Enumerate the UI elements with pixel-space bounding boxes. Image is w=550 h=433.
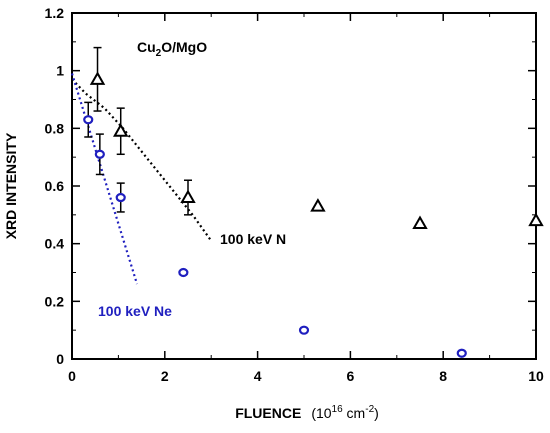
- error-bars: [84, 46, 192, 216]
- x-tick-label: 4: [254, 368, 262, 384]
- tick-labels: 0 2 4 6 8 10 0 0.2 0.4 0.6 0.8 1 1.2: [45, 5, 544, 384]
- x-tick-label: 6: [347, 368, 355, 384]
- fit-line-1: [70, 73, 139, 285]
- y-tick-label: 0.6: [45, 178, 65, 194]
- x-tick-label: 0: [68, 368, 76, 384]
- series-label-n: 100 keV N: [220, 231, 286, 247]
- data-point-circle: [298, 325, 310, 335]
- x-tick-label: 10: [528, 368, 544, 384]
- data-point-triangle: [112, 123, 129, 137]
- y-tick-label: 0.8: [45, 120, 65, 136]
- x-axis-label: FLUENCE (1016 cm-2): [235, 404, 379, 421]
- data-point-triangle: [528, 212, 544, 227]
- data-point-circle: [94, 149, 105, 159]
- sample-label: Cu2O/MgO: [137, 39, 207, 59]
- data-point-circle: [115, 192, 126, 203]
- data-point-circle: [178, 267, 189, 278]
- data-markers: [83, 71, 544, 358]
- y-axis-label: XRD INTENSITY: [3, 132, 19, 239]
- x-tick-label: 8: [439, 368, 447, 384]
- data-point-triangle: [180, 189, 196, 204]
- fit-lines: [70, 73, 213, 285]
- fit-line-0: [71, 78, 213, 242]
- data-point-circle: [456, 348, 467, 358]
- y-tick-label: 0: [56, 351, 64, 367]
- series-label-ne: 100 keV Ne: [98, 303, 172, 319]
- data-point-triangle: [89, 71, 106, 85]
- y-tick-label: 1.2: [45, 5, 65, 21]
- data-point-triangle: [310, 198, 326, 212]
- x-tick-label: 2: [161, 368, 169, 384]
- y-tick-label: 1: [56, 63, 64, 79]
- data-point-circle: [83, 115, 94, 125]
- y-tick-label: 0.2: [45, 293, 65, 309]
- axis-ticks: [71, 12, 537, 360]
- data-point-triangle: [412, 215, 428, 229]
- y-tick-label: 0.4: [45, 236, 65, 252]
